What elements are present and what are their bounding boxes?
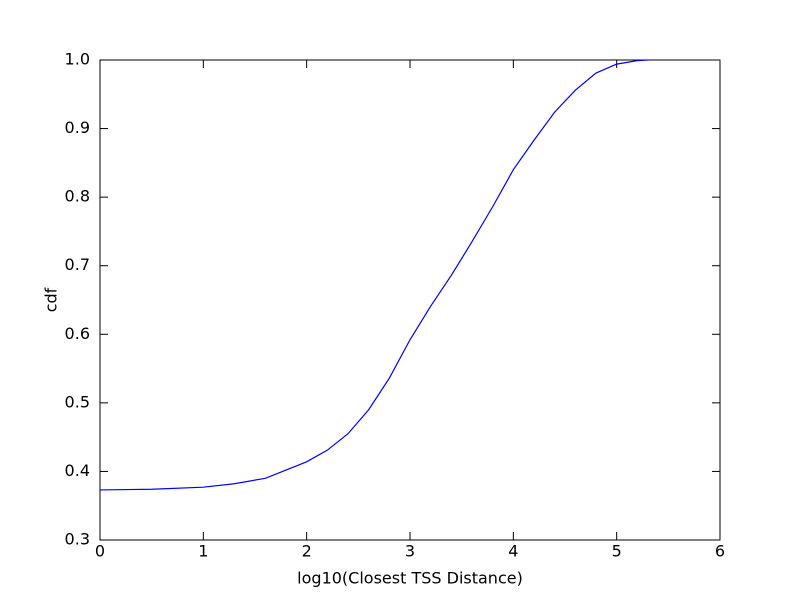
x-tick-label: 1 <box>198 542 208 561</box>
y-tick-label: 1.0 <box>65 50 90 69</box>
y-tick-label: 0.4 <box>65 461 90 480</box>
data-line <box>99 59 648 491</box>
y-tick-label: 0.3 <box>65 530 90 549</box>
plot-frame <box>99 59 721 541</box>
y-tick-label: 0.8 <box>65 187 90 206</box>
x-tick-label: 0 <box>95 542 105 561</box>
x-axis-label: log10(Closest TSS Distance) <box>297 569 523 588</box>
y-tick-label: 0.9 <box>65 118 90 137</box>
y-tick-label: 0.7 <box>65 255 90 274</box>
x-tick-label: 5 <box>612 542 622 561</box>
x-tick-label: 3 <box>405 542 415 561</box>
y-tick-label: 0.6 <box>65 324 90 343</box>
x-tick-label: 4 <box>508 542 518 561</box>
x-tick-label: 6 <box>715 542 725 561</box>
x-tick-label: 2 <box>302 542 312 561</box>
y-tick-label: 0.5 <box>65 392 90 411</box>
y-axis-label: cdf <box>42 287 61 312</box>
